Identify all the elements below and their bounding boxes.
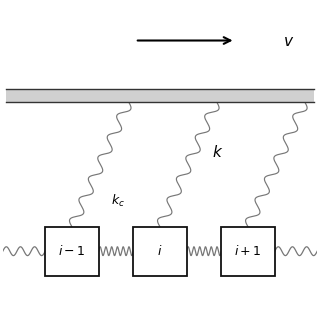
Bar: [133, 227, 187, 276]
Text: $k$: $k$: [212, 144, 223, 160]
Bar: [221, 227, 275, 276]
Text: $i+1$: $i+1$: [234, 244, 262, 258]
Text: $i$: $i$: [157, 244, 163, 258]
Bar: [6, 89, 314, 102]
Text: $i-1$: $i-1$: [58, 244, 86, 258]
Text: $k_c$: $k_c$: [111, 193, 125, 209]
Text: $v$: $v$: [283, 34, 294, 49]
Bar: [45, 227, 99, 276]
